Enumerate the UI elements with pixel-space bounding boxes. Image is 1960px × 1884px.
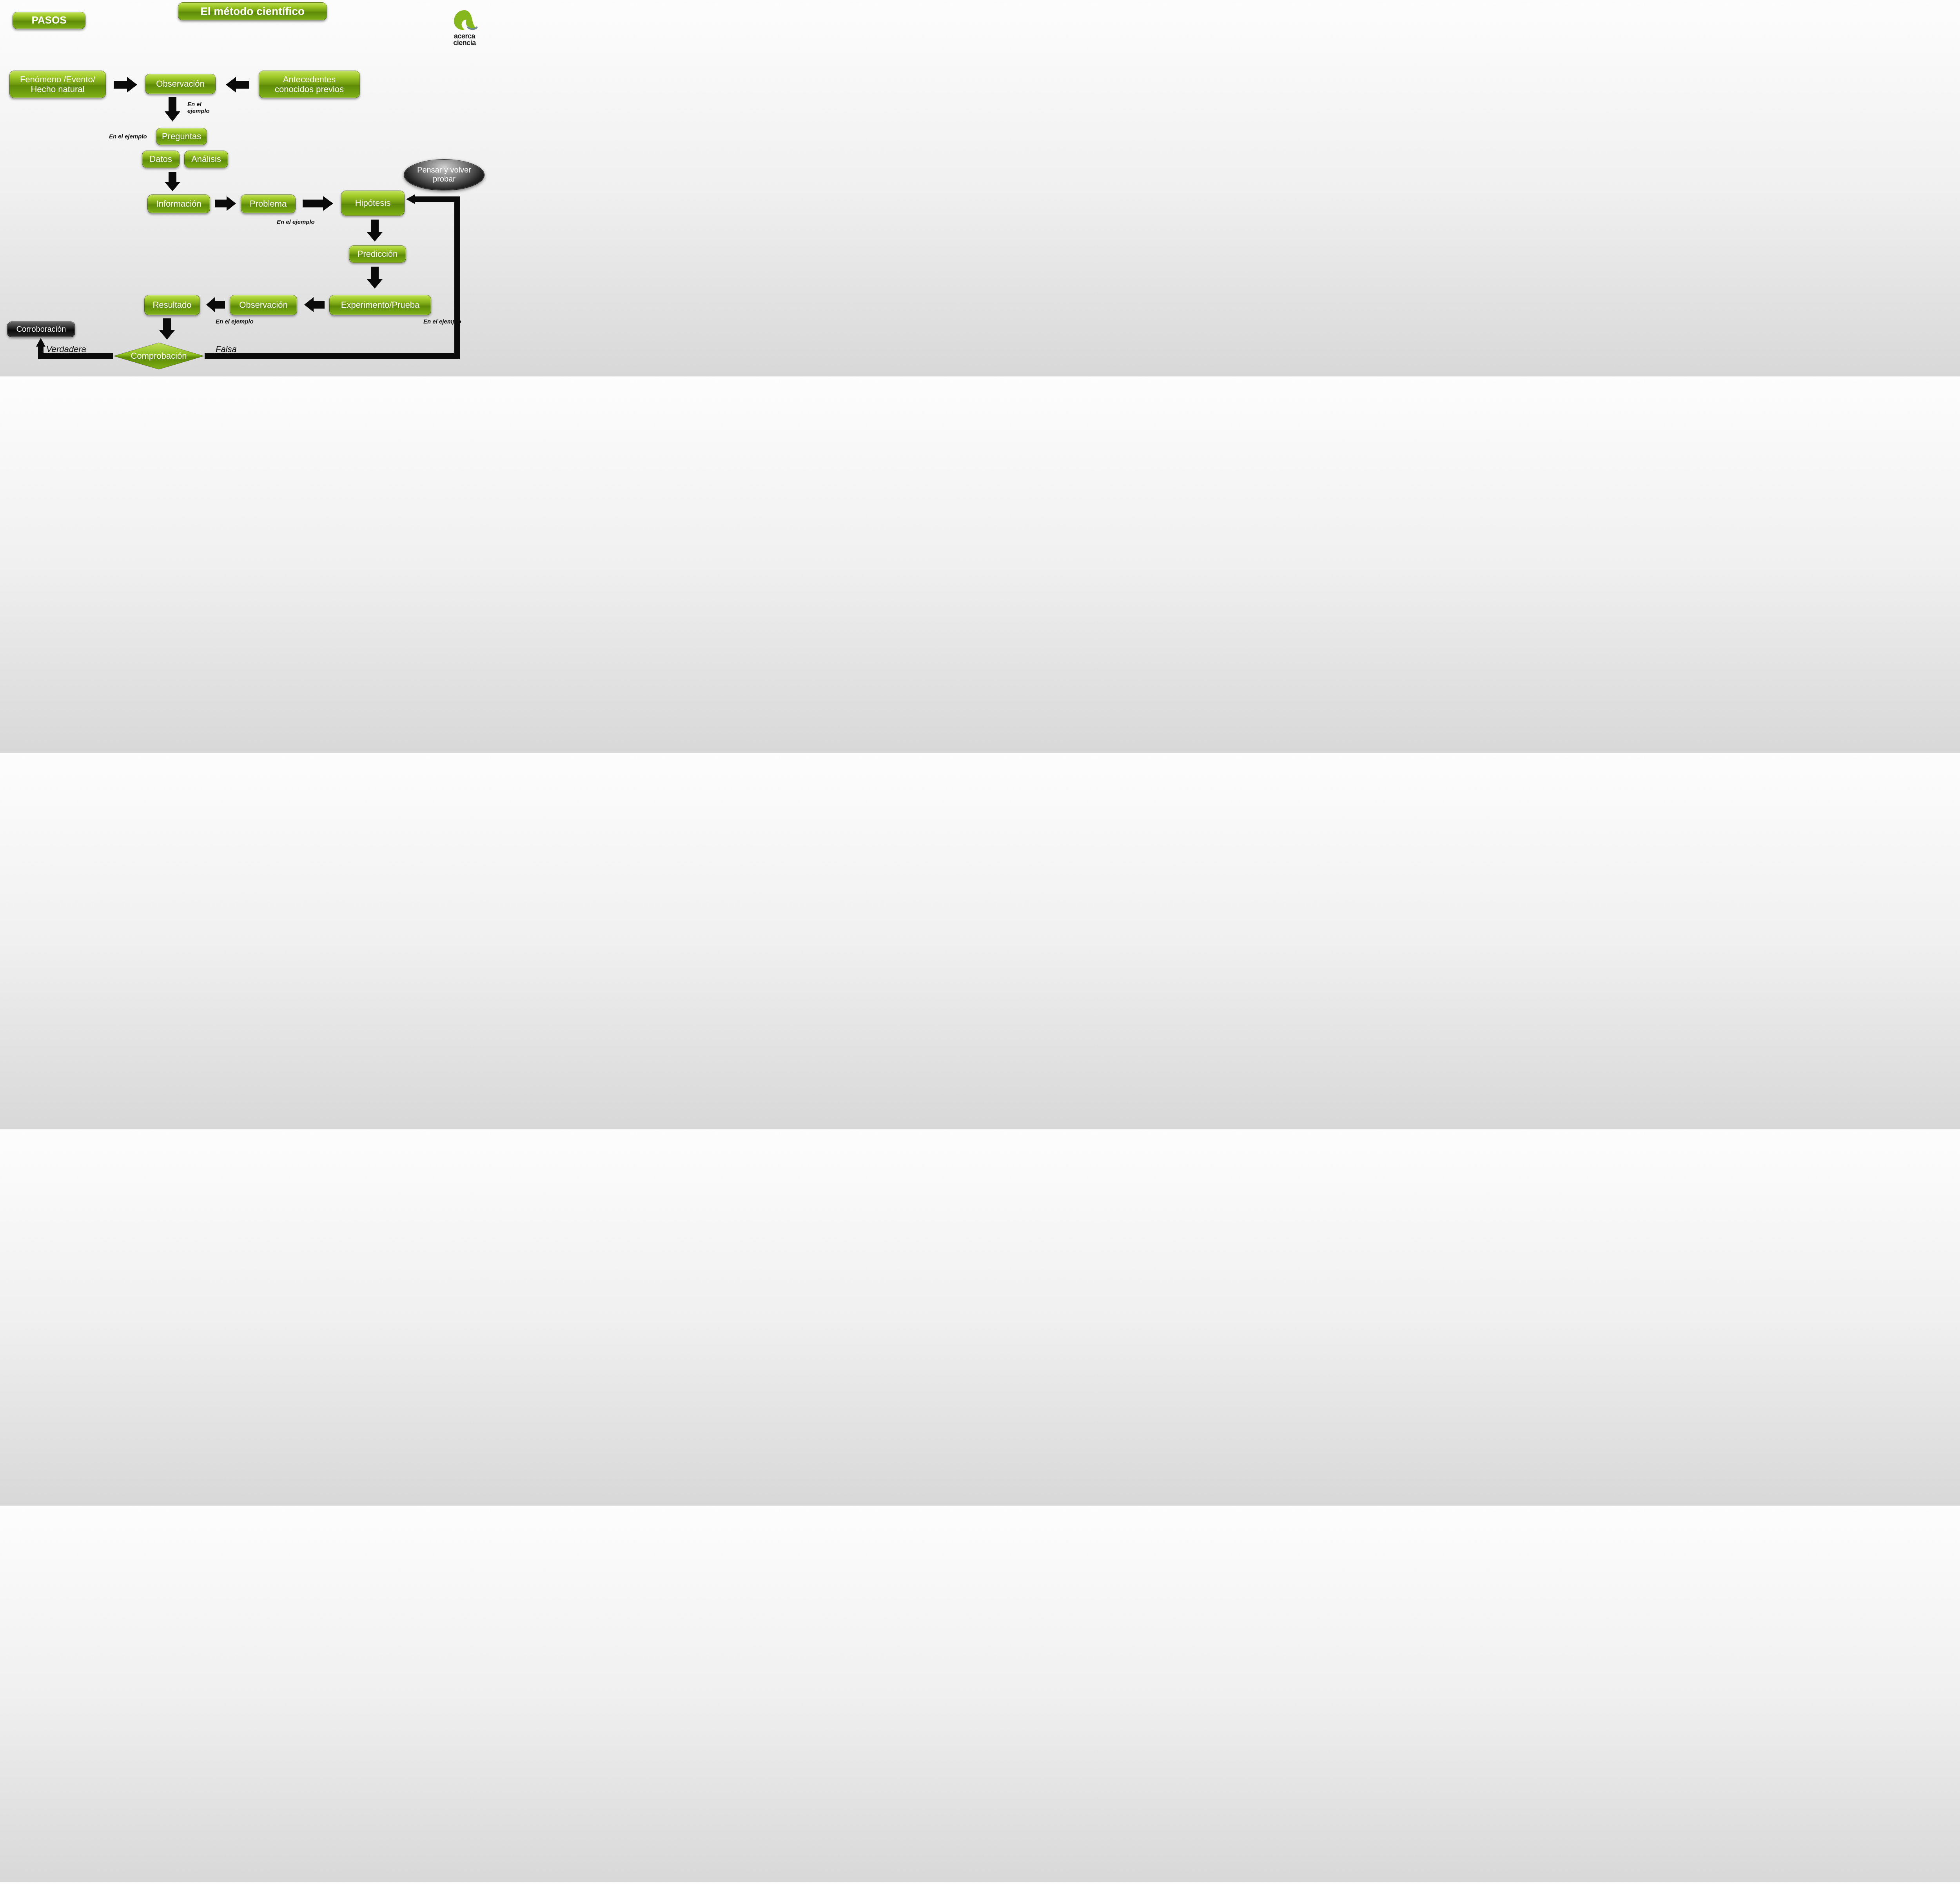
label: Datos xyxy=(149,154,172,164)
label: Experimento/Prueba xyxy=(341,300,420,310)
arrow-analisis-informacion xyxy=(165,172,180,191)
node-comprobacion: Comprobación xyxy=(113,342,205,370)
subtitle-text: PASOS xyxy=(31,15,66,26)
arrowhead-hipotesis xyxy=(406,194,415,204)
title-text: El método científico xyxy=(200,5,305,18)
node-preguntas: Preguntas xyxy=(156,128,207,145)
node-fenomeno: Fenómeno /Evento/ Hecho natural xyxy=(9,71,106,98)
label: Observación xyxy=(156,79,205,89)
arrow-hipotesis-prediccion xyxy=(367,220,383,242)
arrow-observacion2-resultado xyxy=(206,297,225,312)
edge-comprobacion-hipotesis xyxy=(205,199,457,356)
logo-line2: ciencia xyxy=(443,40,486,46)
label: Análisis xyxy=(191,154,221,164)
label: Información xyxy=(156,199,201,209)
label: Antecedentes conocidos previos xyxy=(275,74,344,94)
caption-en-el-ejemplo-5: En el ejemplo xyxy=(423,318,461,325)
arrowhead-corroboracion xyxy=(36,338,45,347)
node-observacion-1: Observación xyxy=(145,74,216,94)
label: Corroboración xyxy=(16,325,66,334)
caption-en-el-ejemplo-2: En el ejemplo xyxy=(109,133,147,140)
label: Comprobación xyxy=(131,351,187,361)
label: Problema xyxy=(250,199,287,209)
node-prediccion: Predicción xyxy=(349,245,406,263)
node-observacion-2: Observación xyxy=(230,295,297,315)
node-analisis: Análisis xyxy=(184,151,228,168)
node-problema: Problema xyxy=(241,194,296,213)
node-datos: Datos xyxy=(142,151,180,168)
arrow-problema-hipotesis xyxy=(303,196,333,211)
caption-en-el-ejemplo-3: En el ejemplo xyxy=(277,219,315,225)
logo-icon xyxy=(451,8,478,32)
title-pasos: PASOS xyxy=(13,12,85,29)
node-informacion: Información xyxy=(147,194,210,213)
arrow-resultado-comprobacion xyxy=(159,318,175,340)
caption-falsa: Falsa xyxy=(216,344,237,354)
node-antecedentes: Antecedentes conocidos previos xyxy=(259,71,360,98)
arrow-observacion-preguntas xyxy=(165,97,180,122)
node-hipotesis: Hipótesis xyxy=(341,191,405,216)
label: Fenómeno /Evento/ Hecho natural xyxy=(20,74,95,94)
label: Predicción xyxy=(358,249,398,259)
node-pensar-volver-probar: Pensar y volver probar xyxy=(404,159,485,191)
label: Observación xyxy=(239,300,288,310)
caption-en-el-ejemplo-4: En el ejemplo xyxy=(216,318,254,325)
label: Hipótesis xyxy=(355,198,390,208)
label: Preguntas xyxy=(162,131,201,141)
arrow-experimento-observacion2 xyxy=(304,297,325,312)
arrow-informacion-problema xyxy=(215,196,236,211)
label: Pensar y volver probar xyxy=(417,166,471,184)
arrow-antecedentes-observacion xyxy=(226,77,249,93)
label: Resultado xyxy=(152,300,191,310)
arrow-fenomeno-observacion xyxy=(114,77,137,93)
title-main: El método científico xyxy=(178,2,327,20)
node-experimento: Experimento/Prueba xyxy=(329,295,431,315)
caption-verdadera: Verdadera xyxy=(46,344,86,354)
node-corroboracion: Corroboración xyxy=(7,322,75,337)
logo: acerca ciencia xyxy=(443,8,486,46)
caption-en-el-ejemplo-1: En el ejemplo xyxy=(187,101,210,114)
node-resultado: Resultado xyxy=(144,295,200,315)
arrow-prediccion-experimento xyxy=(367,267,383,289)
